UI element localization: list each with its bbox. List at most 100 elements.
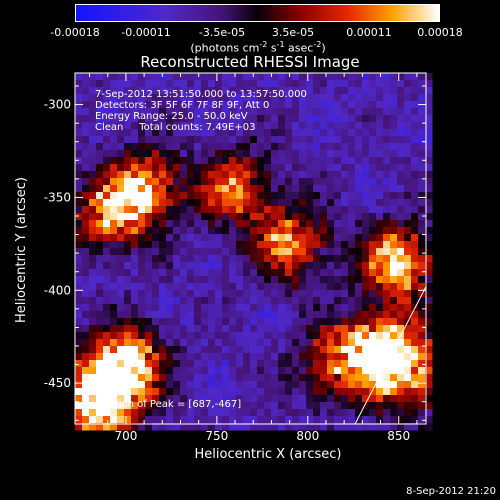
- heatmap-cell: [89, 80, 97, 88]
- heatmap-cell: [215, 164, 223, 172]
- heatmap-cell: [131, 157, 139, 165]
- heatmap-cell: [131, 115, 139, 123]
- heatmap-cell: [229, 150, 237, 158]
- heatmap-cell: [138, 220, 146, 228]
- heatmap-cell: [173, 416, 181, 424]
- heatmap-cell: [103, 269, 111, 277]
- heatmap-cell: [425, 80, 433, 88]
- heatmap-cell: [250, 248, 258, 256]
- heatmap-cell: [271, 290, 279, 298]
- heatmap-cell: [404, 297, 412, 305]
- heatmap-cell: [362, 402, 370, 410]
- heatmap-cell: [124, 353, 132, 361]
- heatmap-cell: [306, 227, 314, 235]
- heatmap-cell: [341, 213, 349, 221]
- heatmap-cell: [383, 339, 391, 347]
- heatmap-cell: [411, 101, 419, 109]
- heatmap-cell: [425, 87, 433, 95]
- heatmap-cell: [355, 227, 363, 235]
- heatmap-cell: [187, 311, 195, 319]
- heatmap-cell: [124, 367, 132, 375]
- heatmap-cell: [236, 122, 244, 130]
- heatmap-cell: [138, 213, 146, 221]
- heatmap-cell: [334, 339, 342, 347]
- heatmap-cell: [152, 346, 160, 354]
- heatmap-cell: [229, 227, 237, 235]
- heatmap-cell: [425, 381, 433, 389]
- heatmap-cell: [152, 388, 160, 396]
- heatmap-cell: [138, 206, 146, 214]
- heatmap-cell: [250, 80, 258, 88]
- heatmap-cell: [271, 325, 279, 333]
- heatmap-cell: [334, 108, 342, 116]
- heatmap-cell: [117, 290, 125, 298]
- heatmap-cell: [404, 290, 412, 298]
- heatmap-cell: [89, 157, 97, 165]
- heatmap-cell: [215, 129, 223, 137]
- heatmap-cell: [355, 80, 363, 88]
- heatmap-cell: [173, 339, 181, 347]
- heatmap-cell: [82, 262, 90, 270]
- heatmap-cell: [229, 423, 237, 431]
- heatmap-cell: [397, 248, 405, 256]
- heatmap-cell: [145, 241, 153, 249]
- heatmap-cell: [138, 269, 146, 277]
- heatmap-cell: [194, 276, 202, 284]
- heatmap-cell: [320, 227, 328, 235]
- heatmap-cell: [278, 122, 286, 130]
- heatmap-cell: [411, 241, 419, 249]
- heatmap-cell: [313, 248, 321, 256]
- heatmap-cell: [124, 122, 132, 130]
- heatmap-cell: [341, 227, 349, 235]
- heatmap-cell: [362, 220, 370, 228]
- heatmap-cell: [250, 290, 258, 298]
- heatmap-cell: [383, 367, 391, 375]
- heatmap-cell: [362, 234, 370, 242]
- heatmap-cell: [341, 199, 349, 207]
- heatmap-cell: [96, 402, 104, 410]
- heatmap-cell: [215, 94, 223, 102]
- heatmap-cell: [159, 409, 167, 417]
- heatmap-cell: [124, 94, 132, 102]
- heatmap-cell: [362, 73, 370, 81]
- heatmap-cell: [355, 206, 363, 214]
- heatmap-cell: [159, 234, 167, 242]
- heatmap-cell: [117, 122, 125, 130]
- heatmap-cell: [271, 157, 279, 165]
- heatmap-cell: [82, 318, 90, 326]
- heatmap-cell: [271, 143, 279, 151]
- heatmap-cell: [75, 241, 83, 249]
- heatmap-cell: [341, 136, 349, 144]
- heatmap-cell: [103, 213, 111, 221]
- heatmap-cell: [369, 311, 377, 319]
- heatmap-cell: [320, 248, 328, 256]
- heatmap-cell: [138, 332, 146, 340]
- heatmap-cell: [418, 136, 426, 144]
- heatmap-cell: [103, 171, 111, 179]
- heatmap-cell: [376, 101, 384, 109]
- heatmap-cell: [250, 150, 258, 158]
- heatmap-cell: [292, 353, 300, 361]
- heatmap-cell: [376, 108, 384, 116]
- heatmap-cell: [355, 122, 363, 130]
- heatmap-cell: [89, 241, 97, 249]
- heatmap-cell: [320, 381, 328, 389]
- heatmap-cell: [278, 87, 286, 95]
- heatmap-cell: [159, 311, 167, 319]
- heatmap-cell: [362, 87, 370, 95]
- heatmap-cell: [341, 304, 349, 312]
- heatmap-cell: [243, 101, 251, 109]
- heatmap-cell: [187, 353, 195, 361]
- heatmap-cell: [313, 143, 321, 151]
- heatmap-cell: [292, 395, 300, 403]
- heatmap-cell: [75, 115, 83, 123]
- heatmap-cell: [222, 178, 230, 186]
- heatmap-cell: [152, 318, 160, 326]
- heatmap-cell: [159, 206, 167, 214]
- heatmap-cell: [145, 374, 153, 382]
- heatmap-cell: [369, 269, 377, 277]
- heatmap-cell: [397, 304, 405, 312]
- heatmap-cell: [103, 101, 111, 109]
- heatmap-cell: [390, 143, 398, 151]
- heatmap-cell: [348, 192, 356, 200]
